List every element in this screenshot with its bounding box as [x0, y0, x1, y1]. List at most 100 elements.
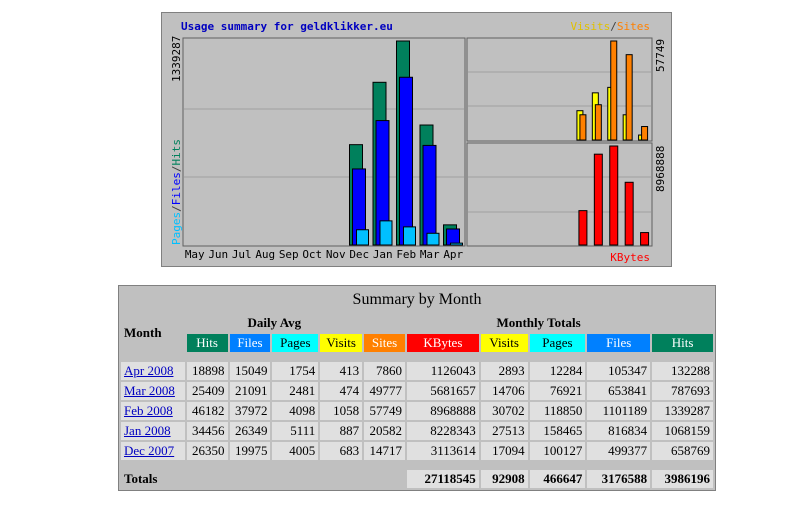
month-label: Feb: [396, 248, 416, 261]
files-bar: [399, 76, 413, 246]
sites-bar: [594, 104, 602, 141]
month-cell: Mar 2008: [121, 382, 185, 400]
daily-value: 474: [320, 382, 363, 400]
gap: [121, 354, 713, 360]
monthly-value: 12284: [529, 362, 586, 380]
month-link[interactable]: Apr 2008: [124, 363, 174, 378]
month-cell: Dec 2007: [121, 442, 185, 460]
kbytes-bar: [624, 181, 634, 246]
usage-graph: Usage summary for geldklikker.eu Visits/…: [161, 12, 672, 267]
column-header: Files: [229, 334, 271, 352]
data-row: Dec 2007 26350 19975 4005 683 14717 3113614 170…: [121, 442, 713, 460]
month-cell: Jan 2008: [121, 422, 185, 440]
daily-value: 683: [320, 442, 363, 460]
legend: Pages/Files/Hits: [170, 139, 183, 245]
monthly-value: 158465: [529, 422, 586, 440]
daily-value: 46182: [186, 402, 228, 420]
pages-bar: [426, 232, 440, 246]
month-cell: Apr 2008: [121, 362, 185, 380]
gap-cell: [121, 462, 713, 468]
legend-sep: /: [170, 205, 183, 212]
gap: [121, 462, 713, 468]
sites-bar: [610, 40, 618, 141]
monthly-value: 132288: [652, 362, 713, 380]
column-header: Visits: [320, 334, 363, 352]
month-link[interactable]: Jan 2008: [124, 423, 171, 438]
monthly-value: 658769: [652, 442, 713, 460]
month-link[interactable]: Mar 2008: [124, 383, 175, 398]
table-title: Summary by Month: [352, 291, 482, 308]
column-header: Pages: [529, 334, 586, 352]
pages-bar: [379, 220, 393, 246]
monthly-value: 3113614: [407, 442, 479, 460]
month-label: Jul: [232, 248, 252, 261]
monthly-value: 1339287: [652, 402, 713, 420]
daily-value: 25409: [186, 382, 228, 400]
totals-value: 466647: [529, 470, 586, 488]
gap-cell: [121, 354, 713, 360]
month-label: Mar: [420, 248, 440, 261]
daily-value: 21091: [229, 382, 271, 400]
legend-sep: /: [170, 166, 183, 173]
monthly-value: 57749: [364, 402, 406, 420]
column-header: Hits: [652, 334, 713, 352]
monthly-value: 499377: [587, 442, 651, 460]
plot-area: [182, 37, 466, 247]
monthly-value: 787693: [652, 382, 713, 400]
pages-bar: [450, 242, 463, 246]
sites-bar: [625, 54, 633, 141]
monthly-value: 8968888: [407, 402, 479, 420]
axis-max: 1339287: [170, 36, 183, 82]
kbytes-label: KBytes: [610, 251, 650, 264]
month-link[interactable]: Dec 2007: [124, 443, 175, 458]
monthly-value: 1068159: [652, 422, 713, 440]
monthly-value: 20582: [364, 422, 406, 440]
daily-header: Daily Avg: [247, 315, 302, 330]
totals-value: 27118545: [407, 470, 479, 488]
legend-sep: /: [610, 20, 617, 33]
kbytes-bar: [609, 145, 619, 246]
sites-bar: [641, 126, 649, 141]
legend-sites: Sites: [617, 20, 650, 33]
monthly-value: 2893: [480, 362, 528, 380]
files-bar: [446, 228, 460, 246]
column-row: Hits Files Pages Visits Sites KBytes Visits Pag…: [121, 334, 713, 352]
plot-area: [466, 37, 653, 142]
totals-label: Totals: [124, 471, 158, 486]
legend-pages: Pages: [170, 212, 183, 245]
data-row: Mar 2008 25409 21091 2481 474 49777 5681657 147…: [121, 382, 713, 400]
totals-value: 3176588: [587, 470, 651, 488]
month-label: Oct: [302, 248, 322, 261]
data-row: Apr 2008 18898 15049 1754 413 7860 1126043 2893…: [121, 362, 713, 380]
data-row: Jan 2008 34456 26349 5111 887 20582 8228343 275…: [121, 422, 713, 440]
legend-visits: Visits: [571, 20, 611, 33]
column-header: Pages: [272, 334, 319, 352]
month-link[interactable]: Feb 2008: [124, 403, 173, 418]
month-label: Nov: [326, 248, 346, 261]
daily-value: 1754: [272, 362, 319, 380]
monthly-value: 14717: [364, 442, 406, 460]
legend-files: Files: [170, 172, 183, 205]
monthly-value: 27513: [480, 422, 528, 440]
monthly-value: 8228343: [407, 422, 479, 440]
monthly-value: 105347: [587, 362, 651, 380]
month-header: Month: [124, 325, 162, 340]
column-header: Visits: [480, 334, 528, 352]
monthly-value: 1101189: [587, 402, 651, 420]
legend: Visits/Sites: [571, 20, 651, 33]
column-header: Files: [587, 334, 651, 352]
month-label: Jan: [373, 248, 393, 261]
daily-value: 2481: [272, 382, 319, 400]
title-row: Summary by Month: [121, 288, 713, 312]
column-header: KBytes: [407, 334, 479, 352]
kbytes-bar: [578, 210, 588, 246]
column-header: Hits: [186, 334, 228, 352]
grid: [184, 71, 651, 213]
monthly-value: 76921: [529, 382, 586, 400]
month-label: Jun: [208, 248, 228, 261]
monthly-value: 17094: [480, 442, 528, 460]
axis-max: 8968888: [654, 146, 667, 192]
kbytes-bar: [593, 153, 603, 246]
daily-value: 887: [320, 422, 363, 440]
monthly-value: 49777: [364, 382, 406, 400]
